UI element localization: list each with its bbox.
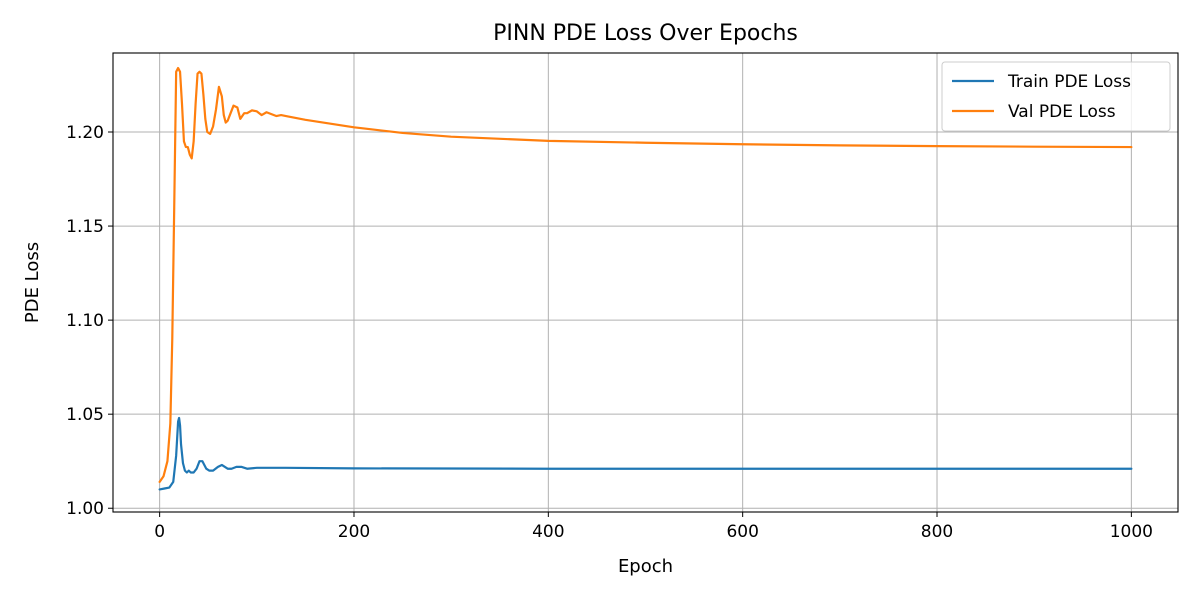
x-tick-label: 0 [154, 522, 165, 542]
legend-label-val: Val PDE Loss [1008, 102, 1116, 122]
x-tick-label: 200 [338, 522, 370, 542]
legend-label-train: Train PDE Loss [1007, 72, 1131, 92]
x-tick-label: 600 [726, 522, 758, 542]
x-tick-label: 1000 [1110, 522, 1153, 542]
x-axis-label: Epoch [618, 556, 673, 577]
chart-title: PINN PDE Loss Over Epochs [493, 21, 798, 46]
series-line-train [158, 416, 1133, 491]
y-tick-label: 1.15 [66, 217, 104, 237]
x-tick-label: 800 [921, 522, 953, 542]
legend-box [941, 61, 1171, 132]
y-axis-label: PDE Loss [22, 242, 43, 323]
series-lines [158, 66, 1133, 491]
y-axis-ticks: 1.00 1.05 1.10 1.15 1.20 [66, 123, 113, 519]
y-tick-label: 1.20 [66, 123, 104, 143]
x-tick-label: 400 [532, 522, 564, 542]
series-line-val [158, 66, 1133, 483]
legend: Train PDE Loss Val PDE Loss [941, 61, 1171, 132]
y-tick-label: 1.00 [66, 499, 104, 519]
x-axis-ticks: 0 200 400 600 800 1000 [154, 512, 1153, 542]
y-tick-label: 1.10 [66, 311, 104, 331]
y-tick-label: 1.05 [66, 405, 104, 425]
grid-lines [113, 53, 1178, 512]
plot-frame [112, 52, 1179, 513]
